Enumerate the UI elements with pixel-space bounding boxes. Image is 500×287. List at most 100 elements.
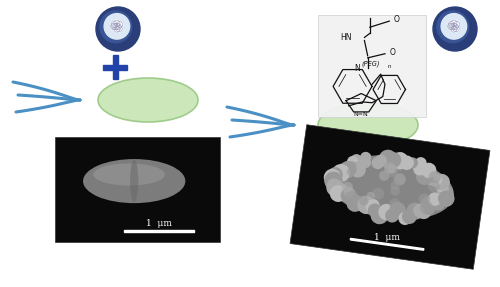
Circle shape: [431, 196, 445, 211]
Circle shape: [422, 196, 436, 211]
Circle shape: [384, 162, 396, 174]
Circle shape: [328, 178, 340, 191]
Circle shape: [406, 203, 424, 220]
Circle shape: [433, 7, 477, 51]
Circle shape: [343, 186, 354, 197]
Circle shape: [438, 190, 454, 207]
Circle shape: [115, 24, 121, 30]
Bar: [103, 65, 127, 69]
Circle shape: [390, 181, 400, 190]
Ellipse shape: [318, 103, 418, 147]
Circle shape: [398, 212, 411, 225]
Circle shape: [114, 23, 120, 30]
Text: n: n: [387, 63, 390, 69]
Bar: [55, 137, 220, 242]
Text: HN: HN: [340, 33, 352, 42]
Circle shape: [441, 13, 466, 39]
Circle shape: [394, 173, 406, 185]
Circle shape: [345, 191, 358, 204]
Text: N: N: [354, 63, 360, 73]
Circle shape: [345, 193, 356, 205]
Circle shape: [428, 180, 440, 192]
Circle shape: [390, 202, 406, 218]
Circle shape: [114, 20, 120, 26]
Circle shape: [347, 156, 358, 167]
Circle shape: [425, 171, 439, 185]
Circle shape: [378, 150, 398, 168]
Circle shape: [436, 183, 449, 195]
Circle shape: [104, 13, 130, 39]
Circle shape: [375, 154, 387, 167]
Circle shape: [332, 183, 349, 200]
Circle shape: [372, 188, 384, 200]
Circle shape: [451, 23, 457, 30]
Circle shape: [385, 209, 399, 223]
Circle shape: [438, 188, 454, 203]
Circle shape: [360, 152, 372, 163]
Circle shape: [415, 157, 426, 169]
Circle shape: [360, 157, 371, 168]
Circle shape: [418, 193, 430, 205]
Circle shape: [111, 22, 117, 28]
Circle shape: [366, 199, 380, 213]
Circle shape: [388, 164, 397, 173]
Circle shape: [326, 179, 344, 196]
Circle shape: [357, 195, 370, 209]
Circle shape: [436, 180, 448, 193]
Circle shape: [390, 186, 400, 196]
Circle shape: [400, 156, 414, 170]
Bar: [124, 230, 194, 232]
Circle shape: [416, 167, 434, 185]
Circle shape: [328, 167, 343, 182]
Ellipse shape: [130, 160, 138, 202]
Circle shape: [379, 170, 390, 181]
Circle shape: [348, 161, 356, 169]
Circle shape: [428, 192, 442, 206]
Circle shape: [346, 168, 354, 176]
Circle shape: [332, 164, 350, 182]
Circle shape: [453, 26, 459, 32]
Circle shape: [110, 23, 117, 30]
Circle shape: [391, 152, 408, 170]
Bar: [290, 125, 490, 269]
Circle shape: [386, 152, 402, 168]
Circle shape: [386, 164, 398, 177]
Circle shape: [330, 185, 347, 202]
Circle shape: [389, 199, 400, 210]
Circle shape: [378, 204, 394, 220]
Circle shape: [368, 203, 382, 217]
Circle shape: [114, 26, 120, 32]
Circle shape: [342, 164, 355, 178]
Circle shape: [454, 22, 460, 28]
Ellipse shape: [94, 164, 165, 185]
Text: O: O: [394, 15, 400, 24]
Circle shape: [324, 172, 343, 190]
Circle shape: [414, 163, 426, 175]
Circle shape: [342, 182, 353, 193]
Circle shape: [428, 171, 441, 183]
Circle shape: [448, 23, 454, 30]
Circle shape: [438, 185, 453, 199]
Circle shape: [96, 7, 140, 51]
Text: 1  μm: 1 μm: [146, 220, 172, 228]
Text: O: O: [390, 48, 395, 57]
Circle shape: [437, 11, 468, 43]
Text: (PEG): (PEG): [362, 61, 380, 67]
Circle shape: [366, 192, 375, 200]
Ellipse shape: [329, 155, 454, 220]
Circle shape: [346, 195, 364, 212]
Text: N=N: N=N: [354, 113, 368, 117]
Circle shape: [370, 206, 388, 224]
Circle shape: [116, 26, 122, 32]
Circle shape: [360, 196, 368, 206]
Ellipse shape: [98, 78, 198, 122]
Text: 1  μm: 1 μm: [374, 233, 400, 242]
Circle shape: [340, 187, 356, 203]
Circle shape: [413, 203, 428, 218]
Circle shape: [116, 22, 122, 28]
Circle shape: [100, 11, 132, 43]
Circle shape: [451, 20, 457, 26]
Circle shape: [424, 203, 435, 215]
Circle shape: [324, 169, 341, 186]
Circle shape: [452, 24, 458, 30]
